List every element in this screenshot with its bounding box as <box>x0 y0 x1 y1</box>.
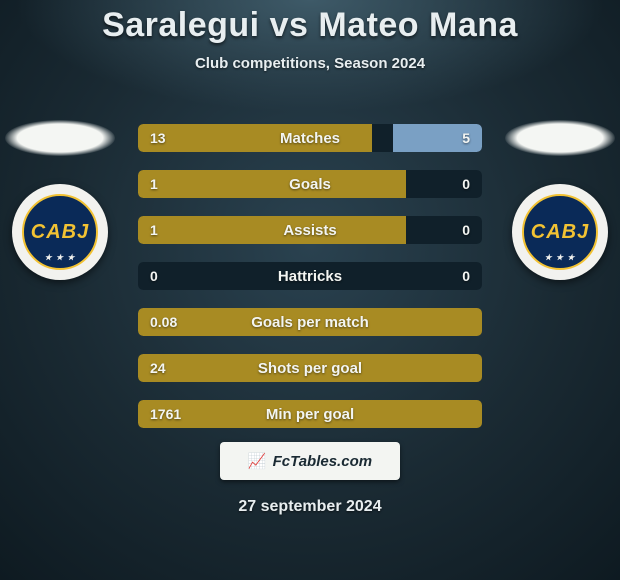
date-text: 27 september 2024 <box>0 498 620 516</box>
player-right-badge: CABJ ★ ★ ★ <box>512 184 608 280</box>
bar-left-fill <box>138 124 372 152</box>
bar-left-fill <box>138 354 482 382</box>
player-left-ellipse <box>5 120 115 156</box>
player-right-badge-inner: CABJ ★ ★ ★ <box>522 194 598 270</box>
bar-row: Shots per goal24 <box>138 354 482 382</box>
player-left-badge-text: CABJ <box>31 221 89 244</box>
comparison-bars: Matches135 Goals10 Assists10 Hattricks00 Goa… <box>138 124 482 446</box>
subtitle: Club competitions, Season 2024 <box>0 55 620 72</box>
page-title: Saralegui vs Mateo Mana <box>0 0 620 45</box>
player-left-badge-stars: ★ ★ ★ <box>45 253 76 262</box>
player-right-ellipse <box>505 120 615 156</box>
bar-row: Matches135 <box>138 124 482 152</box>
bar-track <box>138 262 482 290</box>
player-left-badge-inner: CABJ ★ ★ ★ <box>22 194 98 270</box>
bar-left-fill <box>138 400 482 428</box>
bar-row: Goals10 <box>138 170 482 198</box>
player-right-badge-text: CABJ <box>531 221 589 244</box>
infographic: Saralegui vs Mateo Mana Club competition… <box>0 0 620 580</box>
player-left-badge: CABJ ★ ★ ★ <box>12 184 108 280</box>
bar-row: Assists10 <box>138 216 482 244</box>
bar-right-fill <box>393 124 482 152</box>
chart-icon: 📈 <box>248 452 267 470</box>
bar-row: Min per goal1761 <box>138 400 482 428</box>
bar-left-fill <box>138 170 406 198</box>
bar-row: Hattricks00 <box>138 262 482 290</box>
player-right-badge-stars: ★ ★ ★ <box>545 253 576 262</box>
footer-badge: 📈 FcTables.com <box>220 442 400 480</box>
footer-badge-text: FcTables.com <box>273 453 372 470</box>
bar-left-fill <box>138 308 482 336</box>
bar-left-fill <box>138 216 406 244</box>
bar-row: Goals per match0.08 <box>138 308 482 336</box>
player-left-column: CABJ ★ ★ ★ <box>0 120 120 280</box>
player-right-column: CABJ ★ ★ ★ <box>500 120 620 280</box>
